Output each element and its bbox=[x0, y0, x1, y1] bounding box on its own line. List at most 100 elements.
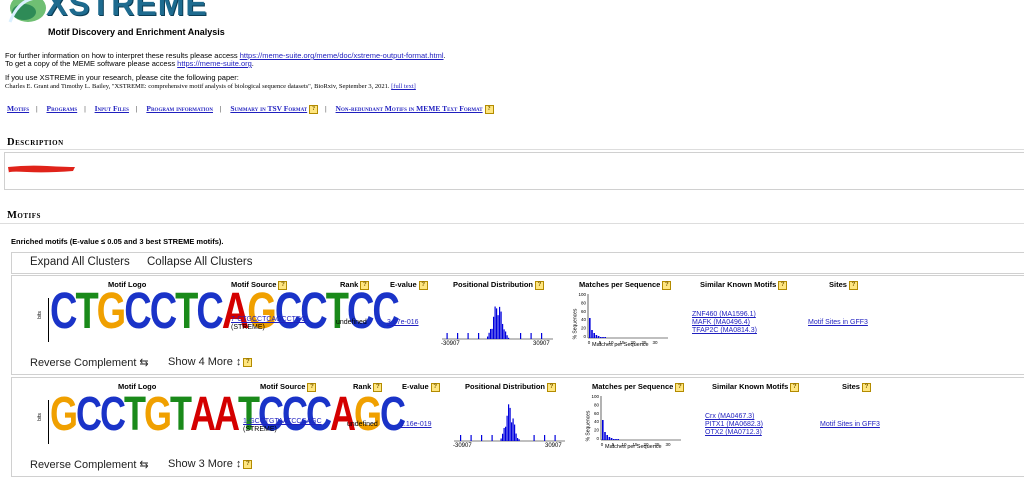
help-icon[interactable]: ? bbox=[535, 280, 544, 290]
matches-bar bbox=[602, 420, 604, 440]
col-similar-label: Similar Known Motifs bbox=[700, 280, 777, 289]
col-rank: Rank? bbox=[340, 280, 370, 290]
motif-source-link[interactable]: 1-GCCTGTAATCCCAGC bbox=[243, 418, 322, 425]
pos-bar bbox=[544, 435, 546, 441]
help-icon[interactable]: ? bbox=[307, 382, 317, 392]
similar-motif-link[interactable]: Crx (MA0467.3) bbox=[705, 413, 755, 420]
motif-source-tool: (STREME) bbox=[231, 324, 265, 331]
help-icon[interactable]: ? bbox=[360, 280, 370, 290]
logo-letter-c: C bbox=[346, 283, 374, 341]
motif-source-link[interactable]: 7-CTGCCTCAGCCTCC bbox=[231, 316, 307, 323]
motif-cluster-2: Motif Logo Motif Source? Rank? E-value? … bbox=[11, 377, 1024, 477]
matches-bar bbox=[597, 336, 600, 338]
pos-bar bbox=[500, 311, 502, 339]
col-evalue: E-value? bbox=[402, 382, 440, 392]
similar-motif-link[interactable]: ZNF460 (MA1596.1) bbox=[692, 311, 756, 318]
help-icon[interactable]: ? bbox=[278, 280, 288, 290]
matches-bar bbox=[591, 330, 593, 338]
help-icon[interactable]: ? bbox=[662, 280, 672, 290]
help-icon[interactable]: ? bbox=[243, 459, 253, 469]
similar-motif-link[interactable]: OTX2 (MA0712.3) bbox=[705, 429, 762, 436]
logo-letter-a: A bbox=[190, 385, 216, 441]
motif-sites-gff3-link[interactable]: Motif Sites in GFF3 bbox=[820, 421, 880, 428]
help-icon[interactable]: ? bbox=[778, 280, 788, 290]
logo-letter-g: G bbox=[96, 283, 127, 341]
help-icon[interactable]: ? bbox=[861, 382, 871, 392]
pos-bar bbox=[508, 337, 510, 339]
nav-input-files[interactable]: Input Files bbox=[94, 104, 129, 113]
matches-y-tick: 40 bbox=[594, 419, 600, 424]
help-icon[interactable]: ? bbox=[484, 104, 494, 114]
output-format-link[interactable]: https://meme-suite.org/meme/doc/xstreme-… bbox=[239, 51, 444, 60]
nav-nonredundant-motifs[interactable]: Non-redundant Motifs in MEME Text Format bbox=[335, 104, 483, 113]
full-text-link[interactable]: [full text] bbox=[391, 83, 416, 90]
pos-bar bbox=[497, 315, 499, 339]
logo-letter-c: C bbox=[306, 385, 332, 441]
matches-bar bbox=[608, 437, 611, 440]
pos-bar bbox=[460, 435, 462, 441]
reverse-complement-button[interactable]: Reverse Complement ⇆ bbox=[30, 459, 149, 471]
description-panel bbox=[4, 152, 1024, 190]
info-line-1-text: For further information on how to interp… bbox=[5, 51, 240, 60]
motifs-heading: Motifs bbox=[7, 210, 41, 221]
cite-intro: If you use XSTREME in your research, ple… bbox=[5, 73, 239, 82]
pos-bar bbox=[506, 415, 508, 441]
help-icon[interactable]: ? bbox=[848, 280, 858, 290]
help-icon[interactable]: ? bbox=[418, 280, 428, 290]
col-motif-source: Motif Source? bbox=[260, 382, 317, 392]
pos-bar bbox=[494, 306, 496, 339]
help-icon[interactable]: ? bbox=[430, 382, 440, 392]
similar-motif-link[interactable]: TFAP2C (MA0814.3) bbox=[692, 327, 757, 334]
matches-y-tick: 80 bbox=[594, 402, 600, 407]
matches-bar bbox=[589, 318, 591, 338]
pos-bar bbox=[467, 333, 469, 339]
similar-motif-link[interactable]: MAFK (MA0496.4) bbox=[692, 319, 750, 326]
help-icon[interactable]: ? bbox=[675, 382, 685, 392]
expand-all-clusters-button[interactable]: Expand All Clusters bbox=[30, 256, 130, 268]
matches-y-tick: 20 bbox=[581, 326, 587, 331]
logo-letter-t: T bbox=[325, 283, 349, 341]
logo-letter-t: T bbox=[175, 283, 198, 341]
help-icon[interactable]: ? bbox=[547, 382, 556, 392]
matches-per-sequence-plot: 100 80 60 40 20 00 5 10 15 20 25 30 bbox=[591, 394, 681, 447]
col-evalue: E-value? bbox=[390, 280, 428, 290]
collapse-all-clusters-button[interactable]: Collapse All Clusters bbox=[147, 256, 253, 268]
nav-summary-tsv[interactable]: Summary in TSV Format bbox=[230, 104, 308, 113]
logo-letter-c: C bbox=[274, 283, 302, 341]
info-line-1-suffix: . bbox=[443, 51, 446, 60]
reverse-complement-button[interactable]: Reverse Complement ⇆ bbox=[30, 357, 149, 369]
help-icon[interactable]: ? bbox=[309, 104, 319, 114]
help-icon[interactable]: ? bbox=[373, 382, 383, 392]
pos-bar bbox=[491, 435, 493, 441]
motif-logo: bits GCCTGTAATCCCAGC bbox=[36, 389, 406, 450]
pos-axis-max: 30907 bbox=[545, 443, 562, 449]
col-positional-distribution: Positional Distribution? bbox=[453, 280, 544, 290]
motif-evalue-link[interactable]: 3.57e-016 bbox=[387, 319, 419, 326]
pos-bar bbox=[488, 332, 490, 339]
nav-motifs[interactable]: Motifs bbox=[7, 104, 30, 113]
pos-bar bbox=[520, 333, 522, 339]
motif-sites-gff3-link[interactable]: Motif Sites in GFF3 bbox=[808, 319, 868, 326]
bits-axis-label: bits bbox=[36, 311, 43, 319]
divider bbox=[0, 223, 1024, 224]
meme-suite-link[interactable]: https://meme-suite.org bbox=[177, 59, 252, 68]
help-icon[interactable]: ? bbox=[790, 382, 800, 392]
show-more-button[interactable]: Show 4 More ↕? bbox=[168, 356, 253, 368]
similar-motif-link[interactable]: PITX1 (MA0682.3) bbox=[705, 421, 763, 428]
col-motif-source-label: Motif Source bbox=[260, 382, 306, 391]
matches-bar bbox=[606, 435, 608, 440]
matches-x-tick: 30 bbox=[665, 442, 671, 447]
help-icon[interactable]: ? bbox=[243, 357, 253, 367]
nav-programs[interactable]: Programs bbox=[46, 104, 78, 113]
logo-letter-c: C bbox=[76, 385, 102, 441]
pos-bar bbox=[487, 336, 489, 339]
matches-bar bbox=[604, 337, 606, 338]
motif-evalue-link[interactable]: 1.16e-019 bbox=[400, 421, 432, 428]
show-more-button[interactable]: Show 3 More ↕? bbox=[168, 458, 253, 470]
matches-bar bbox=[617, 439, 619, 440]
col-similar-label: Similar Known Motifs bbox=[712, 382, 789, 391]
nav-program-information[interactable]: Program information bbox=[146, 104, 213, 113]
matches-x-tick: 0 bbox=[588, 340, 591, 345]
logo-letter-c: C bbox=[380, 385, 406, 441]
pos-bar bbox=[541, 333, 543, 339]
